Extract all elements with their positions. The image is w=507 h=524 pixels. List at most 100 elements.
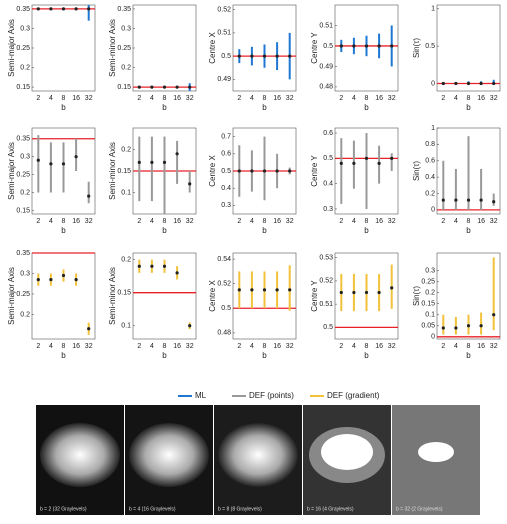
median bbox=[87, 194, 91, 198]
y-tick-label: 0.3 bbox=[425, 267, 435, 274]
x-tick-label: 2 bbox=[137, 343, 141, 350]
median bbox=[275, 169, 279, 173]
median bbox=[150, 85, 154, 89]
x-tick-label: 8 bbox=[163, 343, 167, 350]
median bbox=[237, 54, 241, 58]
y-tick-label: 0.35 bbox=[16, 250, 30, 257]
x-axis-label: b bbox=[262, 226, 267, 235]
median bbox=[352, 161, 356, 166]
median bbox=[250, 54, 254, 58]
x-tick-label: 32 bbox=[186, 95, 194, 102]
y-tick-label: 0.53 bbox=[319, 254, 333, 261]
y-tick-label: 0.5 bbox=[221, 53, 231, 60]
y-tick-label: 0.2 bbox=[20, 64, 30, 71]
image-blob bbox=[129, 423, 209, 487]
x-tick-label: 2 bbox=[441, 95, 445, 102]
median bbox=[441, 326, 445, 330]
x-tick-label: 2 bbox=[36, 343, 40, 350]
y-tick-label: 0.49 bbox=[217, 76, 231, 83]
median bbox=[150, 264, 154, 268]
x-tick-label: 16 bbox=[273, 343, 281, 350]
x-tick-label: 32 bbox=[388, 343, 396, 350]
image-blob bbox=[40, 423, 120, 487]
y-tick-label: 0.6 bbox=[323, 130, 333, 137]
median bbox=[377, 161, 381, 166]
median bbox=[479, 324, 483, 328]
plot-area bbox=[31, 4, 96, 92]
y-tick-label: 0.5 bbox=[323, 43, 333, 50]
y-tick-label: 0.1 bbox=[425, 312, 435, 319]
x-axis-label: b bbox=[162, 351, 167, 360]
median bbox=[188, 182, 192, 186]
x-tick-label: 16 bbox=[173, 218, 181, 225]
x-tick-label: 8 bbox=[467, 218, 471, 225]
legend-label: ML bbox=[195, 391, 207, 400]
x-tick-label: 4 bbox=[250, 218, 254, 225]
median bbox=[288, 169, 292, 173]
x-tick-label: 16 bbox=[375, 343, 383, 350]
median bbox=[466, 81, 471, 86]
x-tick-label: 16 bbox=[477, 343, 485, 350]
median bbox=[175, 152, 179, 156]
median bbox=[441, 198, 445, 202]
image-caption: b = 32 (2 Graylevels) bbox=[396, 506, 443, 512]
y-tick-label: 0.5 bbox=[323, 155, 333, 162]
x-tick-label: 32 bbox=[85, 218, 93, 225]
x-tick-label: 8 bbox=[263, 343, 267, 350]
median bbox=[390, 44, 394, 48]
y-axis-label: Semi-major Axis bbox=[7, 19, 16, 77]
median bbox=[288, 54, 292, 58]
y-axis-label: Centre Y bbox=[310, 155, 319, 187]
y-tick-label: 0.1 bbox=[121, 323, 131, 330]
y-tick-label: 0.6 bbox=[221, 151, 231, 158]
x-tick-label: 4 bbox=[352, 343, 356, 350]
y-axis-label: Centre X bbox=[208, 280, 217, 312]
y-tick-label: 0.54 bbox=[217, 256, 231, 263]
y-tick-label: 0.35 bbox=[16, 136, 30, 143]
y-tick-label: 0.49 bbox=[319, 63, 333, 70]
x-tick-label: 8 bbox=[365, 95, 369, 102]
y-tick-label: 0.3 bbox=[121, 25, 131, 32]
x-tick-label: 8 bbox=[263, 95, 267, 102]
x-axis-label: b bbox=[61, 103, 66, 112]
images bbox=[36, 405, 480, 515]
median bbox=[390, 286, 394, 290]
x-tick-label: 32 bbox=[186, 218, 194, 225]
x-tick-label: 8 bbox=[163, 95, 167, 102]
plot-area bbox=[334, 4, 399, 92]
y-tick-label: 0.8 bbox=[425, 141, 435, 148]
median bbox=[87, 7, 91, 11]
median bbox=[492, 200, 496, 204]
median bbox=[250, 169, 254, 173]
median bbox=[49, 162, 53, 166]
median bbox=[352, 44, 356, 48]
x-tick-label: 32 bbox=[286, 218, 294, 225]
median bbox=[288, 288, 292, 292]
x-tick-label: 4 bbox=[454, 218, 458, 225]
y-tick-label: 1 bbox=[431, 6, 435, 13]
x-tick-label: 16 bbox=[72, 343, 80, 350]
y-tick-label: 0.4 bbox=[425, 174, 435, 181]
median bbox=[339, 161, 343, 166]
x-tick-label: 32 bbox=[490, 95, 498, 102]
x-tick-label: 16 bbox=[375, 95, 383, 102]
median bbox=[262, 288, 267, 292]
median bbox=[61, 273, 66, 278]
y-tick-label: 0.25 bbox=[16, 291, 30, 298]
x-tick-label: 16 bbox=[72, 95, 80, 102]
x-tick-label: 4 bbox=[150, 95, 154, 102]
x-tick-label: 4 bbox=[150, 218, 154, 225]
y-axis-label: Semi-major Axis bbox=[7, 142, 16, 200]
plot-area bbox=[232, 252, 297, 340]
y-tick-label: 0.6 bbox=[425, 158, 435, 165]
median bbox=[237, 169, 241, 173]
y-axis-label: Centre X bbox=[208, 155, 217, 187]
median bbox=[49, 278, 53, 282]
y-tick-label: 0.3 bbox=[20, 270, 30, 277]
median bbox=[150, 160, 154, 164]
x-axis-label: b bbox=[262, 103, 267, 112]
median bbox=[262, 169, 267, 173]
x-axis-label: b bbox=[262, 351, 267, 360]
x-tick-label: 4 bbox=[49, 218, 53, 225]
